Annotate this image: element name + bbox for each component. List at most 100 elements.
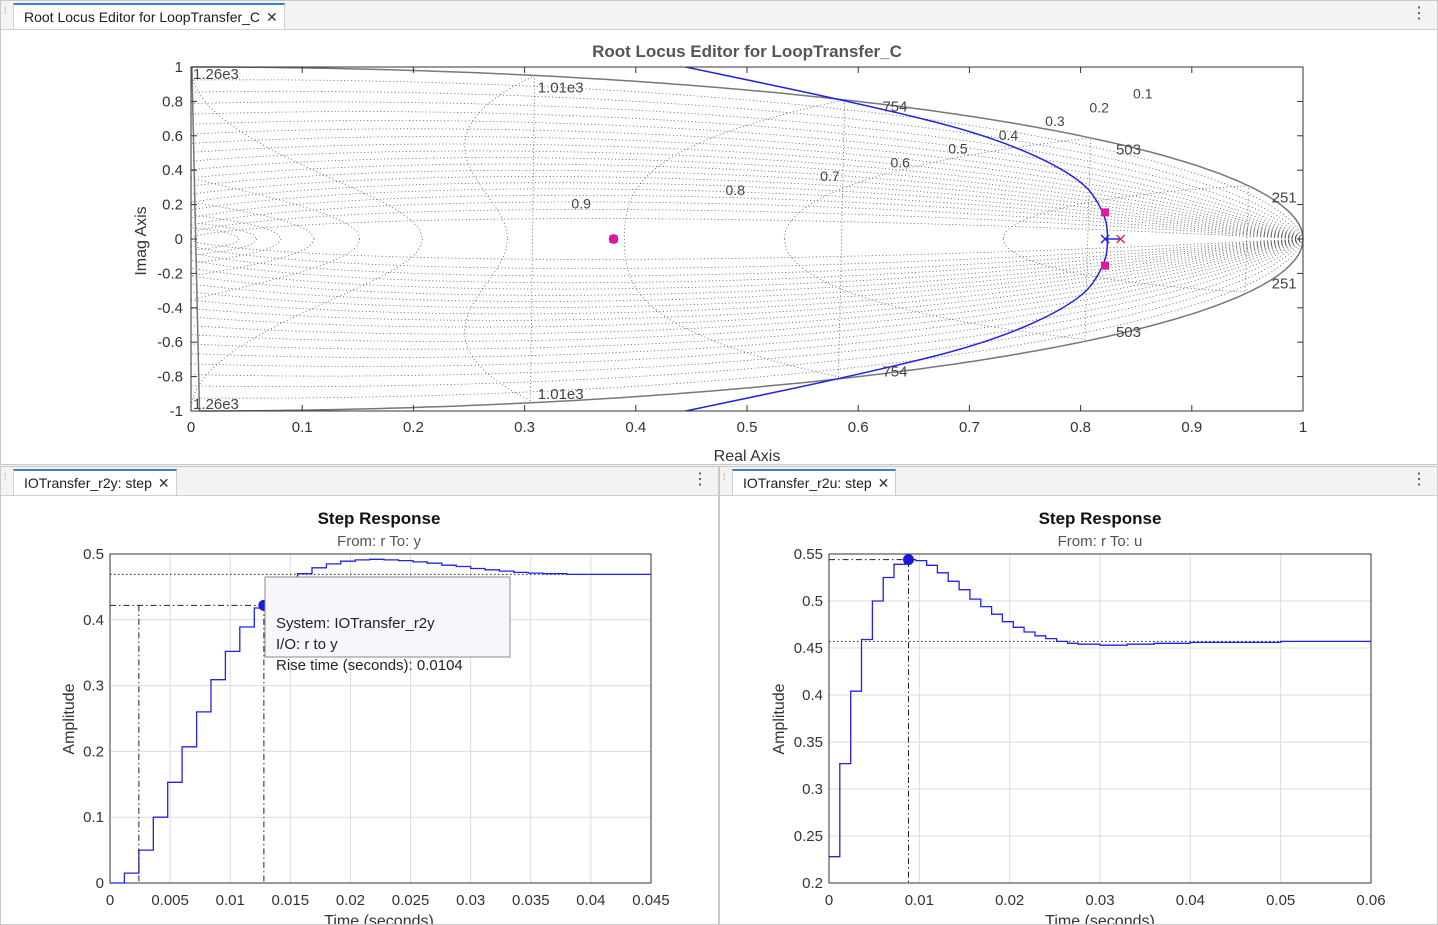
close-icon[interactable]: ✕ [877,474,890,491]
close-icon[interactable]: ✕ [157,474,170,491]
damping-grid-line [191,150,1304,240]
x-tick-label: 0.015 [272,892,310,909]
y-tick-label: 0.55 [794,546,823,563]
frequency-grid-line [194,178,361,300]
x-tick-label: 0.005 [151,892,189,909]
step-r2u-tabbar: ⁞ IOTransfer_r2u: step ✕ ⋮ [720,467,1437,496]
y-tick-label: 0.2 [162,197,183,214]
root-locus-plot[interactable]: Root Locus Editor for LoopTransfer_C Rea… [1,30,1437,465]
damping-label: 0.1 [1133,86,1153,102]
x-tick-label: 0.7 [959,419,980,436]
y-axis-label: Amplitude [61,683,78,754]
frequency-label: 503 [1116,142,1141,159]
damping-grid-line [191,238,1304,387]
damping-label: 0.6 [890,154,910,170]
x-tick-label: 0.025 [392,892,430,909]
damping-grid-line [190,209,1304,240]
frequency-label: 1.01e3 [538,386,584,403]
x-tick-label: 0 [187,419,195,436]
damping-grid-line [191,170,1304,240]
rise-time-datatip[interactable]: System: IOTransfer_r2y I/O: r to y Rise … [264,576,511,674]
datatip-system: System: IOTransfer_r2y [276,615,435,632]
x-tick-label: 0.4 [625,419,646,436]
y-tick-label: 0.4 [162,162,183,179]
closed-loop-pole [1101,261,1110,270]
step-response-line [829,558,1371,858]
damping-grid-line [191,188,1304,240]
axes-frame [828,553,1372,884]
drag-grip-icon[interactable]: ⁞ [4,472,7,482]
step-response-r2y-plot[interactable]: Step Response From: r To: y Time (second… [1,496,718,925]
close-icon[interactable]: ✕ [266,8,278,25]
damping-grid-line [191,238,1304,308]
frequency-grid-line [192,227,240,251]
y-tick-label: 0.4 [83,612,104,629]
x-tick-label: 0.045 [632,892,670,909]
tab-label: IOTransfer_r2u: step [743,475,872,491]
step-r2u-panel: ⁞ IOTransfer_r2u: step ✕ ⋮ Step Response… [719,466,1438,925]
damping-label: 0.2 [1089,99,1109,115]
step-response-r2u-plot[interactable]: Step Response From: r To: u Time (second… [720,496,1437,925]
damping-grid-line [191,120,1304,240]
damping-label: 0.4 [999,127,1019,143]
panel-menu-icon[interactable]: ⋮ [1411,471,1427,488]
pole-marker [1116,234,1126,244]
step-response-line [110,558,651,884]
y-tick-label: 0 [96,875,104,892]
step-r2y-panel: ⁞ IOTransfer_r2y: step ✕ ⋮ Step Response… [0,466,719,925]
plot-subtitle: From: r To: u [1058,533,1143,550]
closed-loop-pole [1101,208,1110,217]
y-tick-label: 0.45 [794,640,823,657]
plot-title: Step Response [1039,509,1162,528]
y-tick-label: -1 [170,403,183,420]
x-tick-label: 0.02 [336,892,365,909]
frequency-label: 754 [882,363,907,380]
x-tick-label: 0.05 [1266,892,1295,909]
drag-grip-icon[interactable]: ⁞ [4,6,7,16]
damping-grid-line [191,111,1304,240]
x-tick-label: 0.01 [905,892,934,909]
damping-grid-line [191,238,1304,315]
y-axis-label: Amplitude [771,683,788,754]
x-tick-label: 0.03 [456,892,485,909]
x-axis-label: Time (seconds) [324,913,434,925]
frequency-label: 754 [882,99,907,116]
x-tick-label: 0.1 [292,419,313,436]
frequency-label: 1.26e3 [193,66,239,83]
frequency-label: 503 [1116,324,1141,341]
root-locus-tabbar: ⁞ Root Locus Editor for LoopTransfer_C ✕… [1,1,1437,30]
closed-loop-pole [609,235,618,243]
damping-grid-line [191,101,1304,240]
y-tick-label: 0.25 [794,828,823,845]
rise-time-marker-lines [110,604,265,883]
frequency-label: 251 [1272,276,1297,293]
plot-subtitle: From: r To: y [337,533,421,550]
drag-grip-icon[interactable]: ⁞ [723,472,726,482]
frequency-grid-line [194,222,258,256]
panel-menu-icon[interactable]: ⋮ [1411,5,1427,22]
x-tick-label: 0.04 [576,892,605,909]
y-tick-label: 0.4 [802,687,823,704]
y-tick-label: 0.3 [83,678,104,695]
damping-grid-line [190,238,1304,269]
x-tick-label: 0 [106,892,114,909]
frequency-label: 1.26e3 [193,396,239,413]
root-locus-panel: ⁞ Root Locus Editor for LoopTransfer_C ✕… [0,0,1438,465]
y-tick-label: 0.2 [802,875,823,892]
x-tick-label: 0.01 [216,892,245,909]
frequency-grid-line [195,215,282,263]
tab-iotransfer-r2u[interactable]: IOTransfer_r2u: step ✕ [732,469,897,495]
tab-root-locus-editor[interactable]: Root Locus Editor for LoopTransfer_C ✕ [13,3,285,29]
damping-grid-line [191,238,1304,367]
y-tick-label: 0.35 [794,734,823,751]
x-tick-label: 0.2 [403,419,424,436]
panel-menu-icon[interactable]: ⋮ [692,471,708,488]
tab-iotransfer-r2y[interactable]: IOTransfer_r2y: step ✕ [13,469,177,495]
x-tick-label: 1 [1299,419,1307,436]
tab-label: Root Locus Editor for LoopTransfer_C [24,9,261,25]
y-tick-label: 0.5 [83,546,104,563]
plot-title: Root Locus Editor for LoopTransfer_C [592,42,902,61]
x-tick-label: 0.06 [1356,892,1385,909]
x-axis-label: Real Axis [714,448,781,465]
peak-point [902,554,914,566]
